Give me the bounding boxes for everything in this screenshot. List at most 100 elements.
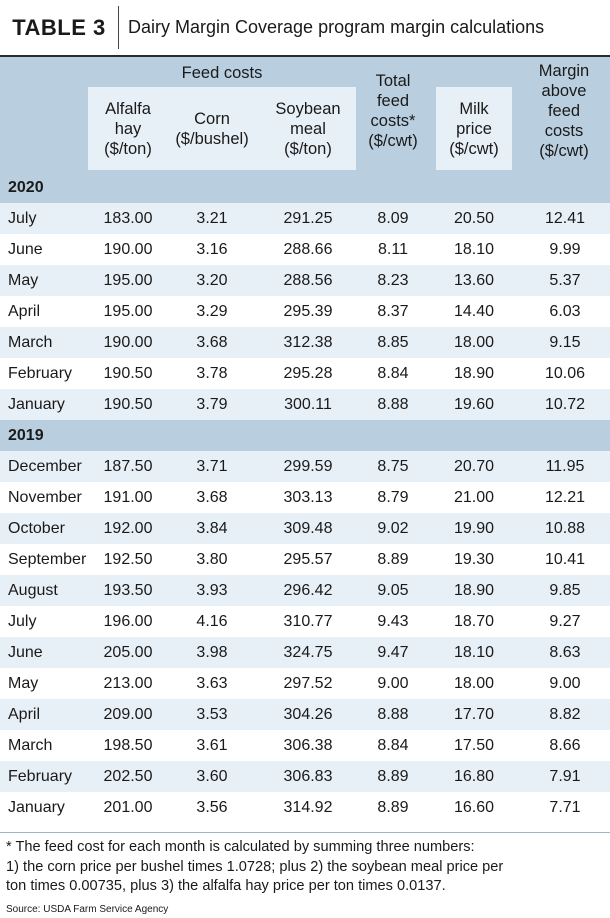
table-row: August 193.50 3.93 296.42 9.05 18.90 9.85 bbox=[0, 575, 610, 606]
year-row: 2020 bbox=[0, 172, 610, 203]
table-title: Dairy Margin Coverage program margin cal… bbox=[128, 17, 545, 37]
value-cell: 9.85 bbox=[549, 582, 581, 599]
table-row: September 192.50 3.80 295.57 8.89 19.30 10.41 bbox=[0, 544, 610, 575]
year-label: 2019 bbox=[8, 427, 44, 444]
table-header: Feed costs Alfalfa hay ($/ton) Corn ($/b… bbox=[0, 57, 610, 172]
value-cell: 19.30 bbox=[453, 551, 495, 568]
value-cell: 9.15 bbox=[549, 334, 581, 351]
value-cell: 18.00 bbox=[453, 675, 495, 692]
value-cell: 3.20 bbox=[196, 272, 228, 289]
header-milk-line2: price bbox=[456, 120, 492, 138]
value-cell: 10.06 bbox=[544, 365, 586, 382]
header-soybean: Soybean meal ($/ton) bbox=[262, 99, 354, 159]
value-cell: 19.60 bbox=[453, 396, 495, 413]
month-cell: May bbox=[8, 675, 39, 692]
header-corn: Corn ($/bushel) bbox=[164, 109, 260, 149]
value-cell: 191.00 bbox=[103, 489, 153, 506]
value-cell: 3.80 bbox=[196, 551, 228, 568]
value-cell: 3.78 bbox=[196, 365, 228, 382]
value-cell: 9.02 bbox=[377, 520, 409, 537]
header-soybean-line1: Soybean bbox=[275, 100, 341, 118]
value-cell: 190.50 bbox=[103, 396, 153, 413]
title-divider bbox=[118, 6, 119, 49]
value-cell: 303.13 bbox=[283, 489, 333, 506]
value-cell: 209.00 bbox=[103, 706, 153, 723]
table-row: March 190.00 3.68 312.38 8.85 18.00 9.15 bbox=[0, 327, 610, 358]
month-cell: July bbox=[8, 210, 37, 227]
value-cell: 202.50 bbox=[103, 768, 153, 785]
value-cell: 297.52 bbox=[283, 675, 333, 692]
value-cell: 306.83 bbox=[283, 768, 333, 785]
value-cell: 19.90 bbox=[453, 520, 495, 537]
value-cell: 3.56 bbox=[196, 799, 228, 816]
header-margin-line3: feed bbox=[547, 102, 581, 120]
value-cell: 18.10 bbox=[453, 644, 495, 661]
value-cell: 3.79 bbox=[196, 396, 228, 413]
month-cell: September bbox=[8, 551, 87, 568]
header-total-line1: Total bbox=[375, 72, 411, 90]
header-corn-line1: Corn bbox=[194, 110, 230, 128]
value-cell: 16.60 bbox=[453, 799, 495, 816]
header-total-feed: Total feed costs* ($/cwt) bbox=[356, 71, 430, 151]
table-row: March 198.50 3.61 306.38 8.84 17.50 8.66 bbox=[0, 730, 610, 761]
year-label: 2020 bbox=[8, 179, 44, 196]
header-alfalfa: Alfalfa hay ($/ton) bbox=[88, 99, 168, 159]
header-total-line3: costs* bbox=[370, 112, 416, 130]
month-cell: February bbox=[8, 768, 73, 785]
month-cell: May bbox=[8, 272, 39, 289]
value-cell: 195.00 bbox=[103, 272, 153, 289]
header-soybean-line2: meal bbox=[290, 120, 326, 138]
value-cell: 7.71 bbox=[549, 799, 581, 816]
value-cell: 310.77 bbox=[283, 613, 333, 630]
header-milk-line1: Milk bbox=[459, 100, 489, 118]
header-margin: Margin above feed costs ($/cwt) bbox=[522, 61, 606, 161]
month-cell: February bbox=[8, 365, 73, 382]
value-cell: 299.59 bbox=[283, 458, 333, 475]
value-cell: 196.00 bbox=[103, 613, 153, 630]
value-cell: 9.43 bbox=[377, 613, 409, 630]
value-cell: 312.38 bbox=[283, 334, 333, 351]
value-cell: 10.72 bbox=[544, 396, 586, 413]
header-corn-line2: ($/bushel) bbox=[175, 130, 249, 148]
month-cell: March bbox=[8, 737, 53, 754]
feed-costs-subheader-box bbox=[88, 87, 356, 170]
footnote-line2: 1) the corn price per bushel times 1.072… bbox=[6, 858, 504, 875]
value-cell: 3.93 bbox=[196, 582, 228, 599]
month-cell: April bbox=[8, 303, 41, 320]
header-milk-line3: ($/cwt) bbox=[449, 140, 499, 158]
value-cell: 13.60 bbox=[453, 272, 495, 289]
value-cell: 8.37 bbox=[377, 303, 409, 320]
value-cell: 18.70 bbox=[453, 613, 495, 630]
header-alfalfa-line1: Alfalfa bbox=[105, 100, 151, 118]
header-margin-line4: costs bbox=[544, 122, 584, 140]
value-cell: 8.84 bbox=[377, 365, 409, 382]
month-cell: March bbox=[8, 334, 53, 351]
header-soybean-line3: ($/ton) bbox=[284, 140, 332, 158]
value-cell: 205.00 bbox=[103, 644, 153, 661]
value-cell: 8.88 bbox=[377, 706, 409, 723]
value-cell: 5.37 bbox=[549, 272, 581, 289]
value-cell: 8.63 bbox=[549, 644, 581, 661]
value-cell: 9.00 bbox=[377, 675, 409, 692]
value-cell: 10.41 bbox=[544, 551, 586, 568]
value-cell: 193.50 bbox=[103, 582, 153, 599]
header-milk-price: Milk price ($/cwt) bbox=[436, 99, 512, 159]
table-row: May 195.00 3.20 288.56 8.23 13.60 5.37 bbox=[0, 265, 610, 296]
header-margin-line1: Margin bbox=[538, 62, 590, 80]
value-cell: 304.26 bbox=[283, 706, 333, 723]
value-cell: 17.70 bbox=[453, 706, 495, 723]
value-cell: 9.27 bbox=[549, 613, 581, 630]
table-row: October 192.00 3.84 309.48 9.02 19.90 10.88 bbox=[0, 513, 610, 544]
header-feed-costs: Feed costs bbox=[181, 64, 263, 82]
value-cell: 192.00 bbox=[103, 520, 153, 537]
value-cell: 8.82 bbox=[549, 706, 581, 723]
value-cell: 8.89 bbox=[377, 799, 409, 816]
value-cell: 3.60 bbox=[196, 768, 228, 785]
value-cell: 8.11 bbox=[378, 241, 408, 258]
value-cell: 213.00 bbox=[103, 675, 153, 692]
value-cell: 18.90 bbox=[453, 365, 495, 382]
table-row: April 195.00 3.29 295.39 8.37 14.40 6.03 bbox=[0, 296, 610, 327]
header-margin-line5: ($/cwt) bbox=[539, 142, 589, 160]
value-cell: 3.71 bbox=[196, 458, 228, 475]
value-cell: 195.00 bbox=[103, 303, 153, 320]
